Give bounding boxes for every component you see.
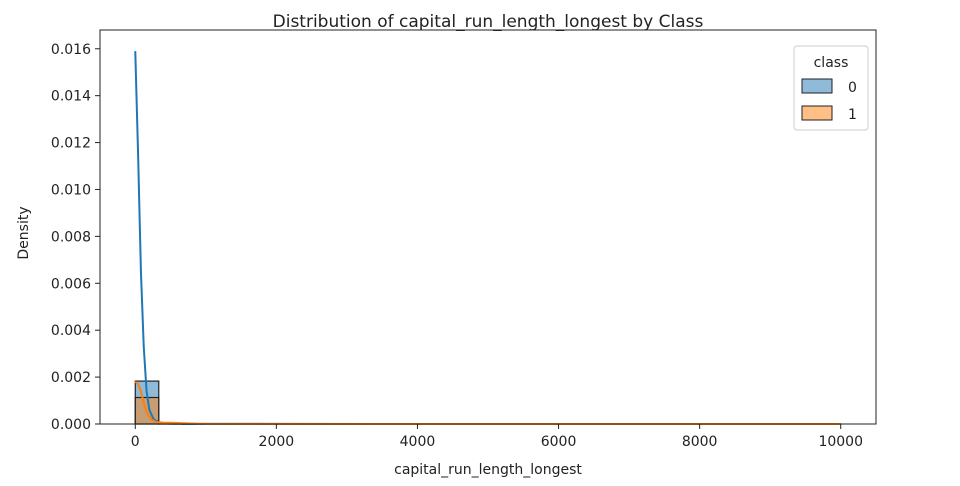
y-tick-label: 0.016 (51, 42, 91, 58)
x-tick-label: 10000 (818, 434, 863, 450)
y-tick-label: 0.008 (51, 229, 91, 245)
y-tick-label: 0.006 (51, 276, 91, 292)
x-tick-label: 8000 (682, 434, 718, 450)
plot-frame (99, 29, 877, 425)
x-tick-label: 4000 (400, 434, 436, 450)
y-ticks: 0.000 0.002 0.004 0.006 0.008 0.010 0.012 0.014… (51, 42, 100, 433)
legend-label-0: 0 (848, 80, 857, 96)
x-ticks: 0 2000 4000 6000 8000 10000 (131, 424, 863, 450)
y-tick-label: 0.002 (51, 370, 91, 386)
y-tick-label: 0.012 (51, 136, 91, 152)
y-tick-label: 0.010 (51, 182, 91, 198)
chart-title: Distribution of capital_run_length_longe… (273, 12, 704, 32)
legend-swatch-0 (801, 78, 833, 94)
legend-title: class (814, 55, 849, 71)
kde-layer (134, 51, 841, 425)
x-tick-label: 6000 (541, 434, 577, 450)
legend-label-1: 1 (848, 107, 857, 123)
x-tick-label: 0 (131, 434, 140, 450)
legend-swatch-1 (801, 105, 833, 121)
y-tick-label: 0.014 (51, 89, 91, 105)
kde-line-series-1 (134, 381, 841, 425)
legend: class 0 1 (793, 45, 869, 131)
y-tick-label: 0.004 (51, 323, 91, 339)
x-axis-label: capital_run_length_longest (394, 462, 582, 478)
y-tick-label: 0.000 (51, 417, 91, 433)
x-tick-label: 2000 (259, 434, 295, 450)
kde-line-series-0 (134, 51, 841, 425)
y-axis-label: Density (16, 206, 32, 259)
